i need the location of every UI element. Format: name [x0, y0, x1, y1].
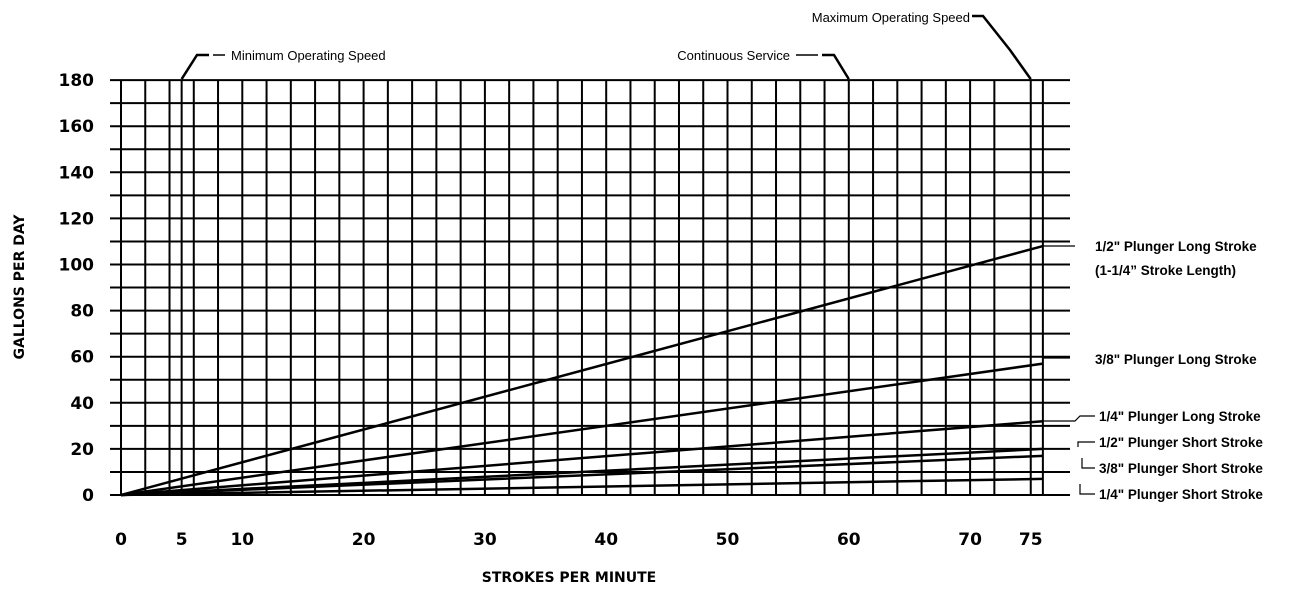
series-label: 1/4" Plunger Short Stroke	[1099, 487, 1263, 502]
y-tick-label: 0	[82, 486, 94, 506]
series-line	[120, 244, 1044, 497]
y-tick-label: 60	[70, 348, 94, 368]
series-line	[120, 362, 1044, 497]
grid	[110, 79, 1070, 496]
y-tick-label: 40	[70, 394, 94, 414]
series-leader-line	[1077, 441, 1095, 447]
annotation-label: Continuous Service	[677, 48, 790, 63]
x-tick-label: 40	[594, 530, 618, 550]
x-tick-label: 10	[230, 530, 254, 550]
series-leader-line	[1079, 484, 1095, 495]
y-tick-label: 120	[59, 209, 95, 229]
series-lines	[120, 244, 1044, 497]
y-tick-label: 20	[70, 440, 94, 460]
series-line	[120, 419, 1043, 497]
series-label-line2: (1-1/4” Stroke Length)	[1095, 263, 1236, 278]
series-label: 3/8" Plunger Long Stroke	[1095, 352, 1257, 367]
x-tick-label: 20	[352, 530, 376, 550]
annotation-label: Maximum Operating Speed	[812, 10, 970, 25]
series-line	[120, 477, 1043, 497]
x-axis-title: STROKES PER MINUTE	[482, 570, 657, 585]
x-tick-label: 60	[837, 530, 861, 550]
y-axis-title: GALLONS PER DAY	[12, 214, 28, 360]
series-label: 1/2" Plunger Long Stroke	[1095, 239, 1257, 254]
y-tick-label: 80	[70, 302, 94, 322]
x-axis-ticks: 0 5 10 20 30 40 50 60 70 75	[115, 530, 1043, 550]
series-label: 1/2" Plunger Short Stroke	[1099, 435, 1263, 450]
x-tick-label: 0	[115, 530, 127, 550]
x-tick-label: 5	[176, 530, 188, 550]
x-tick-label: 75	[1019, 530, 1043, 550]
annotations: Minimum Operating Speed Continuous Servic…	[180, 10, 1032, 80]
annotation-label: Minimum Operating Speed	[231, 48, 386, 63]
y-tick-label: 180	[59, 71, 95, 91]
series-line	[120, 454, 1043, 497]
x-tick-label: 50	[716, 530, 740, 550]
y-axis-ticks: 0 20 40 60 80 100 120 140 160 180	[59, 71, 95, 506]
annotation-arrow	[180, 53, 209, 80]
y-tick-label: 100	[59, 256, 95, 276]
y-tick-label: 140	[59, 163, 95, 183]
y-tick-label: 160	[59, 117, 95, 137]
series-leader-line	[1081, 458, 1095, 469]
series-labels: 1/2" Plunger Long Stroke (1-1/4” Stroke L…	[1042, 239, 1263, 502]
series-label: 1/4" Plunger Long Stroke	[1099, 409, 1261, 424]
x-tick-label: 70	[958, 530, 982, 550]
series-leader-line	[1042, 415, 1095, 422]
annotation-arrow	[822, 53, 850, 80]
x-tick-label: 30	[473, 530, 497, 550]
annotation-arrow	[972, 14, 1032, 80]
series-label: 3/8" Plunger Short Stroke	[1099, 461, 1263, 476]
